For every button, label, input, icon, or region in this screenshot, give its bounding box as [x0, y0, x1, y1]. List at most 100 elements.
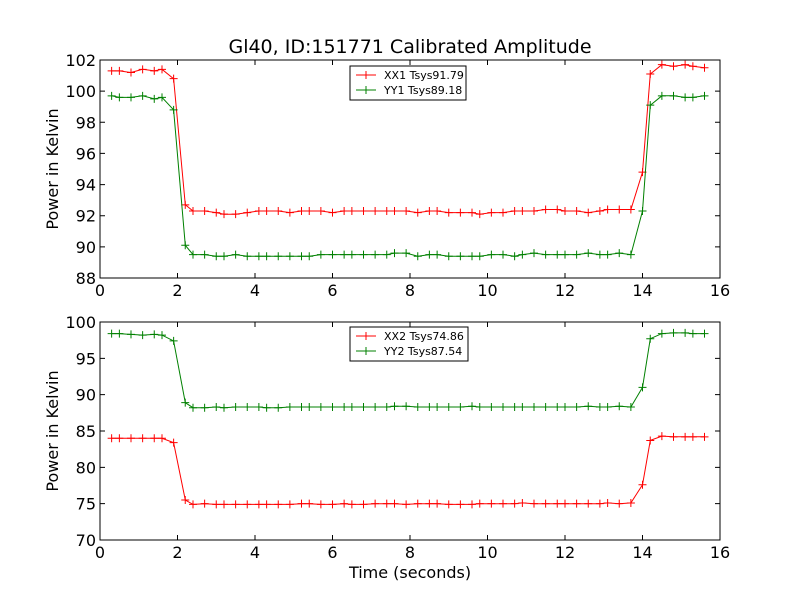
data-point [305, 252, 314, 261]
data-point [254, 207, 263, 216]
data-point [499, 250, 507, 259]
data-point [646, 70, 655, 79]
y-tick-label: 100 [65, 313, 96, 332]
data-point [487, 403, 496, 412]
data-point [561, 403, 569, 412]
data-point [657, 60, 666, 69]
x-tick-label: 0 [95, 281, 105, 300]
data-point [150, 66, 159, 75]
data-point [475, 499, 484, 508]
data-point [127, 68, 135, 77]
legend: XX2 Tsys74.86 YY2 Tsys87.54 [349, 326, 469, 362]
data-point [603, 250, 612, 259]
data-point [510, 207, 519, 216]
legend-entry: XX1 Tsys91.79 [384, 69, 464, 82]
data-point [285, 252, 294, 261]
data-point [127, 93, 135, 102]
data-point [413, 208, 422, 217]
data-point [340, 403, 349, 412]
data-point [297, 252, 306, 261]
legend-marker [362, 347, 370, 355]
data-point [700, 91, 709, 100]
data-point [297, 207, 306, 216]
data-point [316, 403, 325, 412]
data-point [274, 252, 283, 261]
data-point [541, 205, 550, 214]
data-point [433, 499, 442, 508]
x-tick-label: 16 [710, 543, 730, 562]
data-point [615, 499, 624, 508]
data-point [158, 65, 166, 74]
data-point [561, 499, 569, 508]
data-point [200, 250, 209, 259]
data-point [595, 403, 604, 412]
data-point [402, 207, 411, 216]
legend-entry: YY1 Tsys89.18 [383, 84, 462, 97]
data-point [212, 403, 221, 412]
data-point [595, 207, 604, 216]
data-point [553, 205, 562, 214]
data-point [328, 208, 337, 217]
data-point [328, 500, 337, 509]
data-point [359, 250, 368, 259]
y-tick-label: 90 [76, 238, 96, 257]
series-line-yy1 [111, 95, 705, 257]
data-point [220, 252, 228, 261]
data-point [657, 91, 666, 100]
data-point [518, 498, 527, 507]
data-point [413, 403, 422, 412]
data-point [285, 403, 294, 412]
data-point [456, 500, 465, 509]
legend: XX1 Tsys91.79 YY1 Tsys89.18 [349, 65, 467, 101]
data-point [243, 208, 252, 217]
data-point [700, 432, 709, 441]
series-group [107, 60, 709, 261]
data-point [328, 250, 337, 259]
x-tick-label: 6 [327, 281, 337, 300]
data-point [572, 403, 581, 412]
data-point [510, 403, 519, 412]
data-point [638, 383, 647, 392]
data-point [181, 496, 190, 505]
data-point [169, 438, 178, 447]
data-point [456, 252, 465, 261]
data-point [688, 432, 697, 441]
series-group [107, 328, 709, 509]
data-point [390, 249, 399, 258]
y-tick-label: 80 [76, 458, 96, 477]
y-tick-label: 98 [76, 113, 96, 132]
data-point [328, 403, 337, 412]
data-point [646, 334, 655, 343]
x-tick-label: 8 [405, 281, 415, 300]
data-point [274, 207, 283, 216]
data-point [285, 500, 294, 509]
data-point [115, 329, 124, 338]
data-point [262, 252, 271, 261]
data-point [181, 241, 190, 250]
data-point [115, 434, 124, 443]
data-point [669, 91, 678, 100]
data-point [382, 250, 391, 259]
data-point [402, 500, 411, 509]
data-point [254, 500, 263, 509]
data-point [371, 250, 380, 259]
data-point [181, 398, 190, 407]
bottom-panel: 0 2 4 6 8 10 12 14 16 70 75 80 85 90 95 100 Power in Kel… [43, 313, 730, 582]
data-point [115, 66, 124, 75]
data-point [231, 210, 240, 219]
data-point [425, 499, 434, 508]
data-point [444, 252, 453, 261]
data-point [382, 207, 391, 216]
data-point [530, 403, 538, 412]
data-point [220, 403, 228, 412]
x-tick-label: 12 [555, 281, 575, 300]
data-point [305, 403, 314, 412]
data-point [359, 403, 368, 412]
data-point [456, 208, 465, 217]
data-point [487, 250, 496, 259]
x-tick-label: 14 [632, 281, 652, 300]
data-point [669, 62, 678, 71]
data-point [371, 403, 380, 412]
data-point [150, 330, 159, 339]
